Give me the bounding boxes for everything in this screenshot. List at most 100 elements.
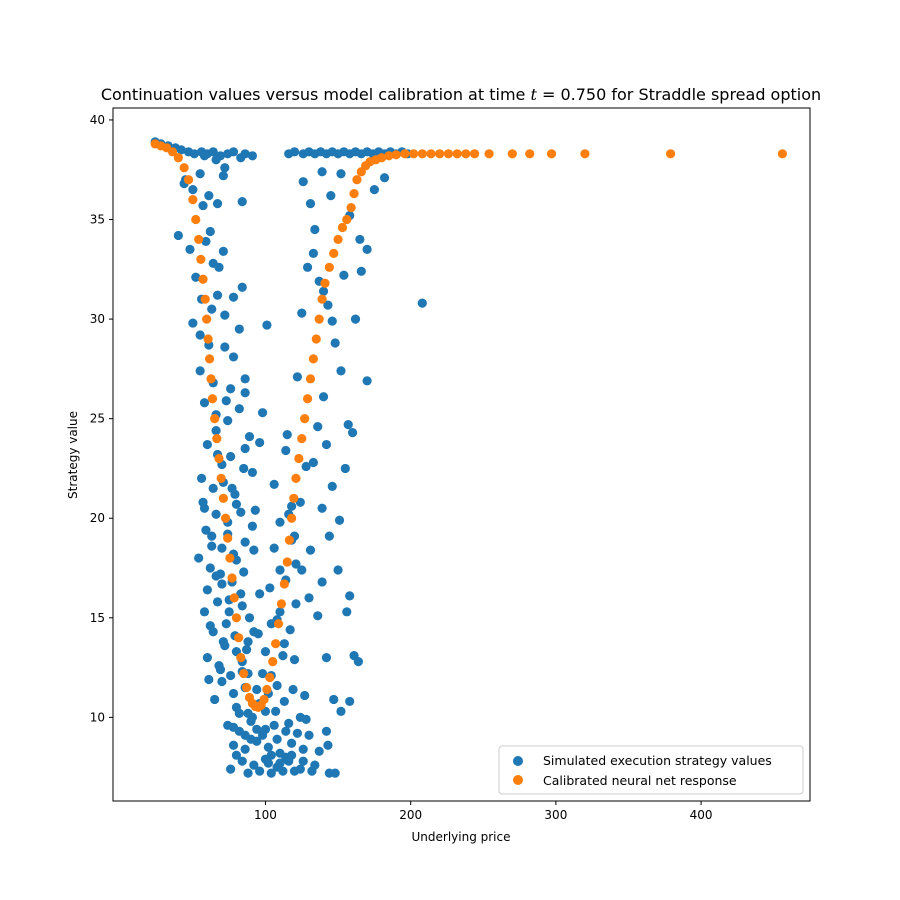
calibrated-point bbox=[200, 294, 210, 304]
simulated-point bbox=[269, 720, 279, 730]
calibrated-point bbox=[377, 153, 387, 163]
calibrated-point bbox=[291, 473, 301, 483]
simulated-point bbox=[239, 463, 249, 474]
simulated-point bbox=[205, 621, 215, 631]
simulated-point bbox=[204, 674, 214, 685]
calibrated-point bbox=[179, 163, 189, 173]
simulated-point bbox=[291, 559, 301, 569]
simulated-point bbox=[176, 145, 186, 155]
x-tick-label: 200 bbox=[399, 808, 422, 822]
simulated-point bbox=[266, 619, 276, 629]
simulated-point bbox=[308, 457, 318, 468]
simulated-point bbox=[198, 200, 208, 211]
simulated-point bbox=[307, 766, 317, 776]
simulated-point bbox=[356, 266, 366, 276]
simulated-point bbox=[305, 545, 316, 555]
simulated-point bbox=[324, 531, 334, 541]
simulated-point bbox=[340, 463, 350, 474]
simulated-point bbox=[228, 292, 239, 302]
simulated-point bbox=[271, 706, 281, 716]
simulated-point bbox=[244, 431, 255, 442]
simulated-point bbox=[239, 567, 249, 577]
calibrated-point bbox=[333, 234, 343, 245]
calibrated-point bbox=[384, 151, 394, 161]
simulated-point bbox=[275, 517, 285, 527]
calibrated-point bbox=[276, 599, 287, 609]
simulated-point bbox=[214, 262, 224, 272]
simulated-point bbox=[199, 607, 210, 617]
simulated-point bbox=[257, 668, 268, 679]
simulated-point bbox=[236, 507, 246, 517]
simulated-point bbox=[334, 515, 345, 525]
simulated-point bbox=[330, 338, 340, 348]
simulated-point bbox=[188, 318, 198, 328]
simulated-point bbox=[336, 366, 346, 376]
simulated-point bbox=[199, 151, 210, 161]
calibrated-point bbox=[229, 593, 239, 603]
calibrated-point bbox=[294, 453, 304, 464]
calibrated-point bbox=[461, 149, 471, 159]
chart-title-variable: t bbox=[530, 85, 537, 104]
simulated-point bbox=[281, 752, 291, 762]
simulated-point bbox=[278, 651, 288, 661]
simulated-point bbox=[288, 684, 298, 695]
calibrated-point bbox=[218, 493, 228, 503]
simulated-point bbox=[237, 756, 247, 766]
simulated-point bbox=[317, 577, 327, 587]
calibrated-point bbox=[196, 254, 206, 264]
simulated-point bbox=[298, 177, 308, 187]
calibrated-point bbox=[580, 149, 590, 159]
simulated-point bbox=[244, 613, 255, 623]
calibrated-point bbox=[271, 639, 281, 649]
simulated-point bbox=[249, 545, 259, 555]
x-tick-label: 300 bbox=[544, 808, 567, 822]
calibrated-point bbox=[324, 262, 334, 272]
simulated-point bbox=[226, 764, 236, 774]
simulated-point bbox=[205, 563, 215, 573]
simulated-point bbox=[241, 645, 252, 655]
calibrated-point bbox=[212, 433, 222, 444]
simulated-point bbox=[217, 676, 227, 687]
calibrated-point bbox=[220, 513, 231, 523]
calibrated-point bbox=[311, 334, 321, 344]
simulated-point bbox=[207, 304, 217, 314]
calibrated-point bbox=[305, 374, 316, 384]
simulated-point bbox=[250, 505, 260, 515]
simulated-point bbox=[204, 191, 214, 201]
simulated-point bbox=[289, 655, 300, 665]
calibrated-point bbox=[282, 557, 292, 567]
chart-title: Continuation values versus model calibra… bbox=[101, 85, 821, 104]
simulated-point bbox=[323, 740, 333, 750]
simulated-point bbox=[185, 244, 195, 254]
simulated-point bbox=[226, 670, 236, 681]
calibrated-point bbox=[525, 149, 535, 159]
simulated-point bbox=[220, 310, 230, 320]
simulated-point bbox=[195, 169, 205, 179]
y-tick-label: 35 bbox=[90, 213, 105, 227]
simulated-point bbox=[247, 151, 257, 161]
simulated-point bbox=[189, 149, 199, 159]
simulated-point bbox=[314, 746, 324, 756]
simulated-point bbox=[285, 625, 295, 635]
simulated-point bbox=[195, 366, 205, 376]
calibrated-point bbox=[262, 684, 272, 695]
simulated-point bbox=[342, 607, 352, 617]
calibrated-point bbox=[183, 175, 194, 185]
simulated-point bbox=[318, 286, 329, 296]
simulated-point bbox=[321, 653, 332, 663]
series-0 bbox=[150, 137, 427, 778]
simulated-point bbox=[194, 553, 204, 563]
simulated-point bbox=[281, 726, 291, 736]
simulated-point bbox=[226, 451, 236, 462]
legend-marker-calibrated bbox=[513, 775, 523, 785]
simulated-point bbox=[304, 730, 314, 740]
simulated-point bbox=[298, 756, 308, 766]
simulated-point bbox=[195, 330, 205, 340]
simulated-point bbox=[202, 585, 212, 595]
simulated-point bbox=[275, 565, 285, 575]
simulated-point bbox=[228, 688, 239, 699]
simulated-point bbox=[379, 173, 390, 183]
simulated-point bbox=[196, 473, 207, 483]
calibrated-point bbox=[223, 533, 233, 543]
simulated-point bbox=[211, 571, 221, 581]
